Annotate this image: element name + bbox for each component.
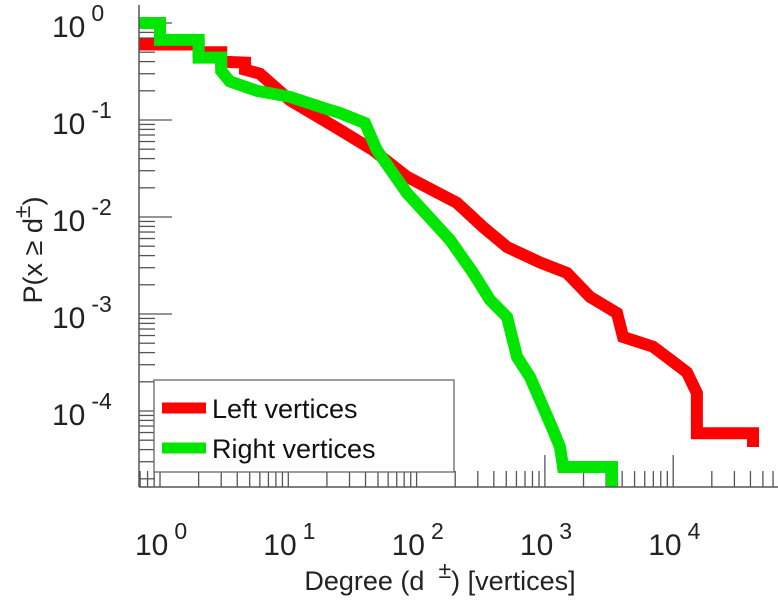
y-tick-label: 10 -3 [52,291,112,335]
y-tick-label: 10 -1 [52,97,112,141]
legend-label-right: Right vertices [212,434,376,464]
series-line-left-vertices [139,38,760,448]
tick-labels: 10 0 10 1 10 2 10 3 10 4 10 0 10 -1 10 -2 10 -3 10 -4 [52,0,701,562]
x-tick-label: 10 1 [263,518,315,562]
series-lines [139,17,760,487]
series-line-right-vertices [139,17,619,487]
y-axis-label: P(x ≥ d±) [9,197,48,304]
y-tick-label: 10 -4 [52,388,112,432]
y-tick-label: 10 -2 [52,194,112,238]
legend-box [153,379,455,473]
y-tick-label: 10 0 [52,0,104,44]
x-axis-label: Degree (d ±) [vertices] [304,557,575,596]
x-tick-label: 10 2 [392,518,444,562]
legend-label-left: Left vertices [212,394,358,424]
legend: Left vertices Right vertices [153,379,455,473]
x-tick-label: 10 4 [648,518,700,562]
x-tick-label: 10 0 [135,518,187,562]
x-tick-label: 10 3 [520,518,572,562]
